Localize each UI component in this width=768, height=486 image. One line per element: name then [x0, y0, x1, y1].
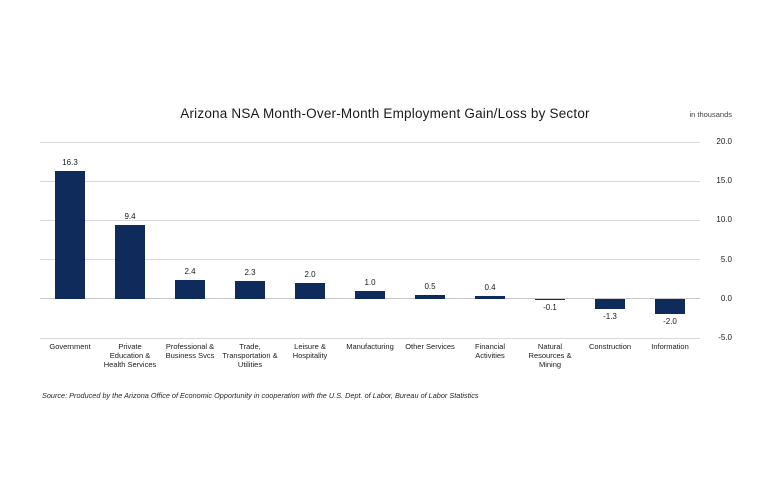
bar-value-label: 0.4	[484, 282, 496, 292]
bar-value-label: -0.1	[543, 302, 557, 312]
bar	[415, 294, 445, 299]
bar-value-label: 1.0	[364, 277, 376, 287]
y-tick-label: -5.0	[718, 333, 732, 342]
y-tick-label: 20.0	[716, 137, 732, 146]
bar	[355, 290, 385, 299]
bar	[535, 298, 565, 300]
category-label: Government	[49, 342, 91, 351]
category-label: Other Services	[405, 342, 455, 351]
gridline	[40, 298, 700, 300]
category-label: Construction	[588, 342, 632, 351]
bar	[175, 279, 205, 299]
bar	[295, 283, 325, 299]
bar-value-label: 2.0	[304, 270, 316, 280]
category-label: Trade, Transportation & Utilities	[222, 342, 278, 369]
bar	[595, 298, 625, 309]
bar	[115, 225, 145, 299]
bar-value-label: 0.5	[424, 281, 436, 291]
category-label: Professional & Business Svcs	[165, 342, 215, 360]
gridline	[40, 219, 700, 221]
category-label: Financial Activities	[474, 342, 505, 360]
bar-value-label: 2.3	[244, 267, 256, 277]
bar	[655, 298, 685, 315]
category-label: Leisure & Hospitality	[292, 342, 328, 360]
category-label: Private Education & Health Services	[103, 342, 157, 369]
y-tick-label: 10.0	[716, 215, 732, 225]
category-label: Manufacturing	[346, 342, 394, 351]
category-label: Natural Resources & Mining	[528, 342, 572, 369]
y-tick-label: 15.0	[716, 176, 732, 186]
gridline	[40, 180, 700, 182]
bar-value-label: -1.3	[603, 311, 617, 321]
bar	[235, 280, 265, 299]
gridline	[40, 259, 700, 261]
category-label: Information	[651, 342, 689, 351]
source-note: Source: Produced by the Arizona Office o…	[42, 391, 479, 400]
y-tick-label: 0.0	[720, 293, 732, 303]
y-tick-label: 5.0	[720, 254, 732, 264]
gridline	[40, 141, 700, 143]
gridline	[40, 337, 700, 339]
chart-title: Arizona NSA Month-Over-Month Employment …	[180, 106, 590, 121]
bar-value-label: 2.4	[184, 266, 196, 276]
bar-value-label: -2.0	[663, 317, 677, 327]
units-label: in thousands	[689, 110, 732, 119]
bar	[475, 295, 505, 299]
bar	[55, 171, 85, 299]
bar-value-label: 16.3	[62, 158, 78, 167]
bar-value-label: 9.4	[124, 212, 136, 222]
